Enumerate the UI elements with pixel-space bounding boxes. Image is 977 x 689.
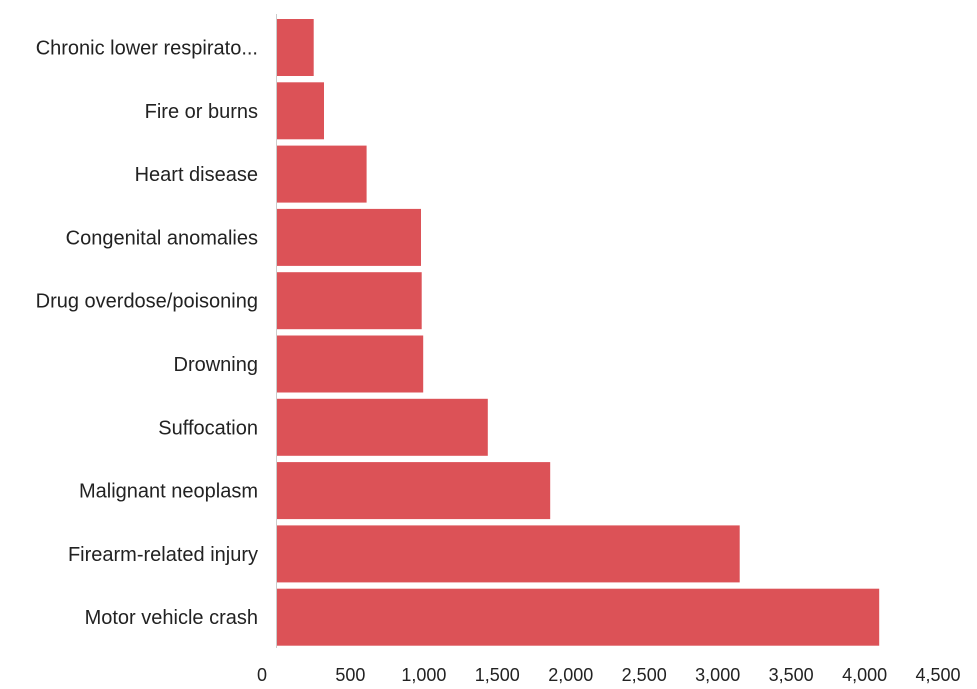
x-tick-label-1: 500	[335, 665, 365, 685]
bar-0	[277, 19, 314, 76]
x-tick-label-0: 0	[257, 665, 267, 685]
category-label-3: Congenital anomalies	[66, 227, 258, 249]
x-tick-label-9: 4,500	[915, 665, 960, 685]
category-label-8: Firearm-related injury	[68, 544, 258, 566]
x-tick-label-7: 3,500	[769, 665, 814, 685]
bar-1	[277, 82, 324, 140]
bar-9	[277, 588, 880, 646]
category-label-5: Drowning	[174, 354, 258, 376]
category-label-9: Motor vehicle crash	[85, 607, 258, 629]
x-tick-label-3: 1,500	[475, 665, 520, 685]
bar-6	[277, 398, 488, 456]
category-label-4: Drug overdose/poisoning	[36, 291, 258, 313]
x-tick-label-8: 4,000	[842, 665, 887, 685]
category-label-1: Fire or burns	[145, 101, 258, 123]
bar-7	[277, 462, 551, 520]
bar-2	[277, 145, 367, 203]
category-label-7: Malignant neoplasm	[79, 481, 258, 503]
x-tick-label-5: 2,500	[622, 665, 667, 685]
bar-5	[277, 335, 424, 393]
x-tick-labels-group: 0 500 1,000 1,500 2,000 2,500 3,000 3,500 4,000 4…	[257, 665, 961, 685]
bar-3	[277, 208, 421, 266]
x-tick-label-2: 1,000	[401, 665, 446, 685]
category-label-0: Chronic lower respirato...	[36, 38, 258, 60]
bar-4	[277, 272, 422, 330]
bars-group	[277, 19, 880, 646]
category-label-6: Suffocation	[158, 417, 258, 439]
category-labels-group: Chronic lower respirato... Fire or burns H…	[36, 38, 258, 630]
category-label-2: Heart disease	[135, 164, 258, 186]
x-tick-label-4: 2,000	[548, 665, 593, 685]
bar-8	[277, 525, 740, 583]
x-tick-label-6: 3,000	[695, 665, 740, 685]
